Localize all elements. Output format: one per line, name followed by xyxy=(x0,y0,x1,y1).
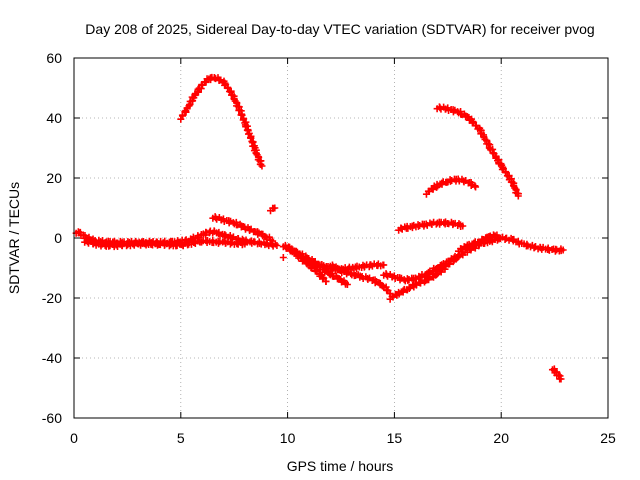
series-dip-cluster-c xyxy=(305,258,351,288)
series-arc-hump-right xyxy=(422,175,480,198)
series-blip-9.3 xyxy=(267,204,279,215)
x-tick-label: 10 xyxy=(280,430,296,446)
data-series xyxy=(72,73,567,383)
series-tail-neg xyxy=(548,365,565,383)
data-point xyxy=(343,281,351,288)
data-point xyxy=(221,231,229,239)
y-tick-label: 60 xyxy=(46,50,62,66)
data-point xyxy=(269,237,277,245)
data-point xyxy=(246,226,254,234)
y-tick-label: 20 xyxy=(46,170,62,186)
data-point xyxy=(246,134,254,142)
x-axis-label: GPS time / hours xyxy=(287,458,394,474)
data-point xyxy=(472,183,480,191)
data-point xyxy=(433,270,441,278)
axis-ticks: 0 5 10 15 20 25 -60 -40 -20 0 20 40 60 xyxy=(42,50,616,446)
series-blip-9.8 xyxy=(279,254,287,261)
series-trough-lower xyxy=(386,252,462,303)
data-point xyxy=(238,111,246,119)
data-point xyxy=(279,254,287,261)
y-tick-label: -60 xyxy=(42,410,62,426)
data-point xyxy=(478,237,486,245)
series-arc-peak-1 xyxy=(177,73,266,170)
chart-title: Day 208 of 2025, Sidereal Day-to-day VTE… xyxy=(85,21,594,37)
data-point xyxy=(299,257,307,265)
data-point xyxy=(514,192,522,200)
data-point xyxy=(559,246,567,254)
x-tick-label: 15 xyxy=(387,430,403,446)
x-tick-label: 5 xyxy=(177,430,185,446)
data-point xyxy=(380,261,388,269)
data-point xyxy=(493,231,501,239)
y-tick-label: -20 xyxy=(42,290,62,306)
series-arc-rise-mid xyxy=(209,213,277,245)
data-point xyxy=(555,371,563,379)
data-point xyxy=(459,222,467,230)
data-point xyxy=(273,242,281,249)
y-tick-label: 40 xyxy=(46,110,62,126)
series-dip-cluster-d xyxy=(326,261,394,298)
y-tick-label: 0 xyxy=(54,230,62,246)
y-tick-label: -40 xyxy=(42,350,62,366)
x-tick-label: 25 xyxy=(600,430,616,446)
data-point xyxy=(271,204,279,212)
y-axis-label: SDTVAR / TECUs xyxy=(6,182,22,294)
x-tick-label: 20 xyxy=(493,430,509,446)
series-trough-upper xyxy=(454,231,501,255)
data-point xyxy=(258,162,266,170)
series-arc-descend-right xyxy=(433,103,522,200)
x-tick-label: 0 xyxy=(70,430,78,446)
series-baseline-1b xyxy=(81,236,249,251)
data-point xyxy=(241,240,249,248)
series-arc-low-right xyxy=(395,218,467,234)
data-point xyxy=(557,375,565,383)
data-point xyxy=(322,278,330,285)
